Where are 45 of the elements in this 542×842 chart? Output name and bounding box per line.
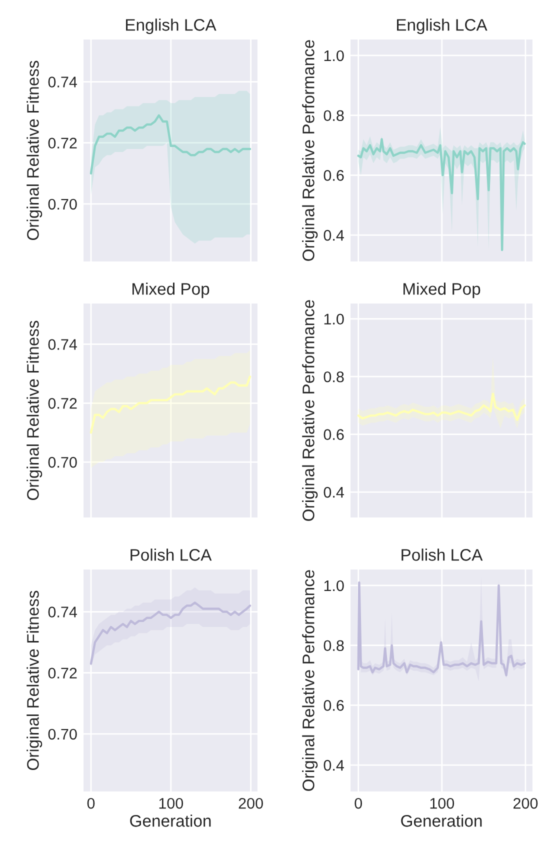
chart-title: Mixed Pop: [403, 282, 480, 298]
y-tick-label: 0.8: [324, 640, 344, 652]
y-tick-label: 0.70: [48, 456, 77, 468]
y-tick-label: 0.4: [324, 230, 344, 241]
y-tick-label: 0.70: [48, 198, 77, 210]
y-tick-label: 0.6: [324, 429, 344, 440]
x-axis-title: Generation: [130, 814, 211, 827]
line-series: [90, 114, 252, 175]
y-tick-label: 0.4: [324, 760, 344, 771]
y-axis-title: Original Relative Fitness: [26, 60, 42, 240]
y-tick-label: 1.0: [324, 314, 344, 325]
y-tick-label: 0.8: [324, 110, 344, 122]
y-tick-label: 0.72: [48, 138, 77, 149]
x-tick-label: 0: [354, 798, 362, 809]
x-tick-label: 200: [514, 798, 538, 809]
y-tick-label: 1.0: [324, 50, 344, 62]
x-axis-title: Generation: [401, 814, 482, 827]
y-axis-title: Original Relative Performance: [302, 40, 318, 261]
y-tick-label: 0.74: [48, 606, 77, 618]
y-tick-label: 0.6: [324, 700, 344, 711]
y-tick-label: 0.6: [324, 170, 344, 181]
y-tick-label: 0.74: [48, 76, 77, 88]
y-tick-label: 1.0: [324, 580, 344, 592]
chart-title: English LCA: [126, 18, 216, 34]
x-tick-label: 100: [430, 798, 454, 809]
line-series: [90, 376, 252, 434]
y-tick-label: 0.72: [48, 668, 77, 679]
y-axis-title: Original Relative Performance: [302, 570, 318, 791]
chart-title: Polish LCA: [130, 548, 212, 561]
y-tick-label: 0.72: [48, 398, 77, 409]
y-tick-label: 0.8: [324, 371, 344, 382]
y-tick-label: 0.70: [48, 728, 77, 740]
x-tick-label: 100: [159, 798, 184, 809]
line-series: [357, 392, 526, 421]
y-axis-title: Original Relative Fitness: [26, 590, 42, 770]
y-tick-label: 0.74: [48, 339, 77, 350]
chart-title: Mixed Pop: [132, 282, 210, 298]
y-axis-title: Original Relative Performance: [302, 300, 318, 521]
x-tick-label: 0: [87, 798, 95, 809]
y-tick-label: 0.4: [324, 486, 344, 498]
y-axis-title: Original Relative Fitness: [26, 320, 42, 500]
line-series: [90, 601, 252, 665]
x-tick-label: 200: [238, 798, 263, 809]
chart-title: Polish LCA: [402, 548, 483, 561]
chart-title: English LCA: [397, 18, 488, 34]
